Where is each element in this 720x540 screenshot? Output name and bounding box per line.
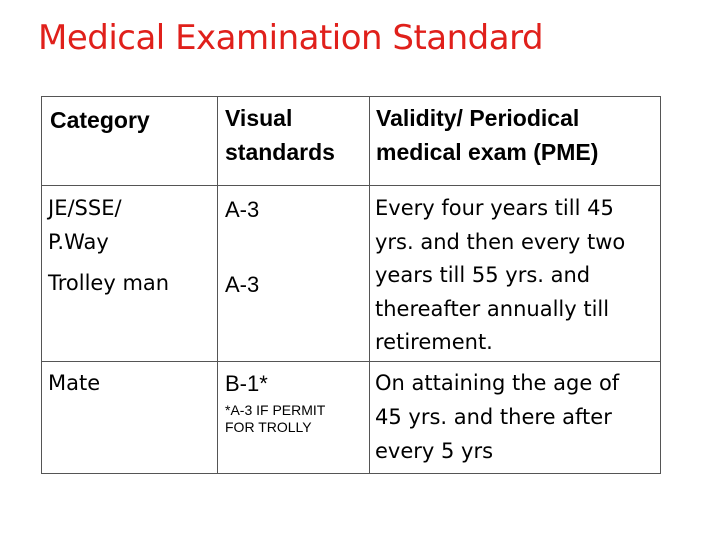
validity-text-line: years till 55 yrs. and xyxy=(375,263,591,287)
medical-standards-table: Category Visual standards Validity/ Peri… xyxy=(41,96,661,474)
category-je-sse-line1: JE/SSE/ xyxy=(48,196,122,220)
validity-text-line: thereafter annually till xyxy=(375,297,610,321)
validity-text-line: Every four years till 45 xyxy=(375,196,614,220)
validity-text-line: every 5 yrs xyxy=(375,439,494,463)
footnote-line1: *A-3 IF PERMIT xyxy=(225,402,326,418)
header-divider xyxy=(42,185,660,186)
page-title: Medical Examination Standard xyxy=(38,18,544,58)
footnote-line2: FOR TROLLY xyxy=(225,419,312,435)
header-visual-line2: standards xyxy=(225,139,335,165)
row-divider xyxy=(42,361,660,362)
visual-standard-je-sse: A-3 xyxy=(225,197,260,222)
header-validity-line1: Validity/ Periodical xyxy=(376,105,580,131)
validity-text-line: yrs. and then every two xyxy=(375,230,626,254)
header-category: Category xyxy=(50,107,150,133)
category-mate: Mate xyxy=(48,371,101,395)
column-divider xyxy=(217,97,218,473)
header-validity-line2: medical exam (PME) xyxy=(376,139,599,165)
validity-text-line: retirement. xyxy=(375,330,493,354)
category-je-sse-line2: P.Way xyxy=(48,230,109,254)
visual-standard-trolley-man: A-3 xyxy=(225,272,260,297)
validity-text-line: 45 yrs. and there after xyxy=(375,405,612,429)
validity-text-line: On attaining the age of xyxy=(375,371,620,395)
column-divider xyxy=(369,97,370,473)
header-visual-line1: Visual xyxy=(225,105,293,131)
visual-standard-mate: B-1* xyxy=(225,371,268,396)
category-trolley-man: Trolley man xyxy=(48,271,170,295)
